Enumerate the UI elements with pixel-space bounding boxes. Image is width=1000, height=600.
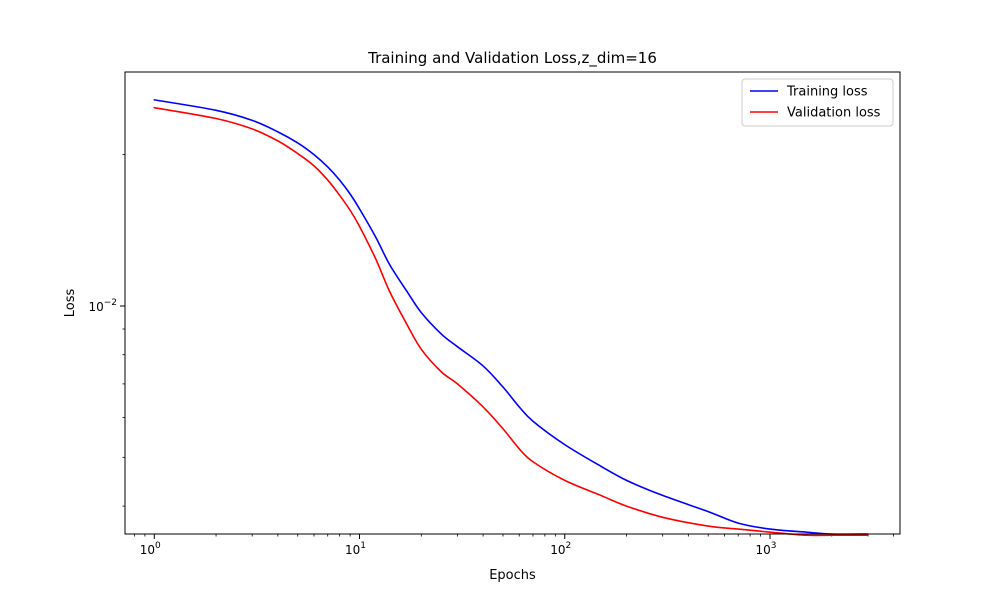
axes-frame [124,71,901,535]
legend-label: Training loss [786,85,868,100]
x-tick-label: 103 [755,541,776,557]
series-line-validation [153,106,869,537]
y-tick-label: 10−2 [88,298,117,314]
chart-title: Training and Validation Loss,z_dim=16 [367,49,657,68]
series-layer [153,99,869,537]
legend-box [741,78,894,127]
legend: Training loss Validation loss [741,78,894,127]
y-axis-label: Loss [63,289,78,318]
x-tick-label: 101 [345,541,366,557]
legend-label: Validation loss [787,106,881,121]
x-axis-label: Epochs [489,568,536,583]
ticks-layer: 100 101 102 103 10−2 [88,154,894,557]
x-tick-label: 102 [550,541,571,557]
series-line-training [153,99,869,535]
x-tick-label: 100 [140,541,161,557]
